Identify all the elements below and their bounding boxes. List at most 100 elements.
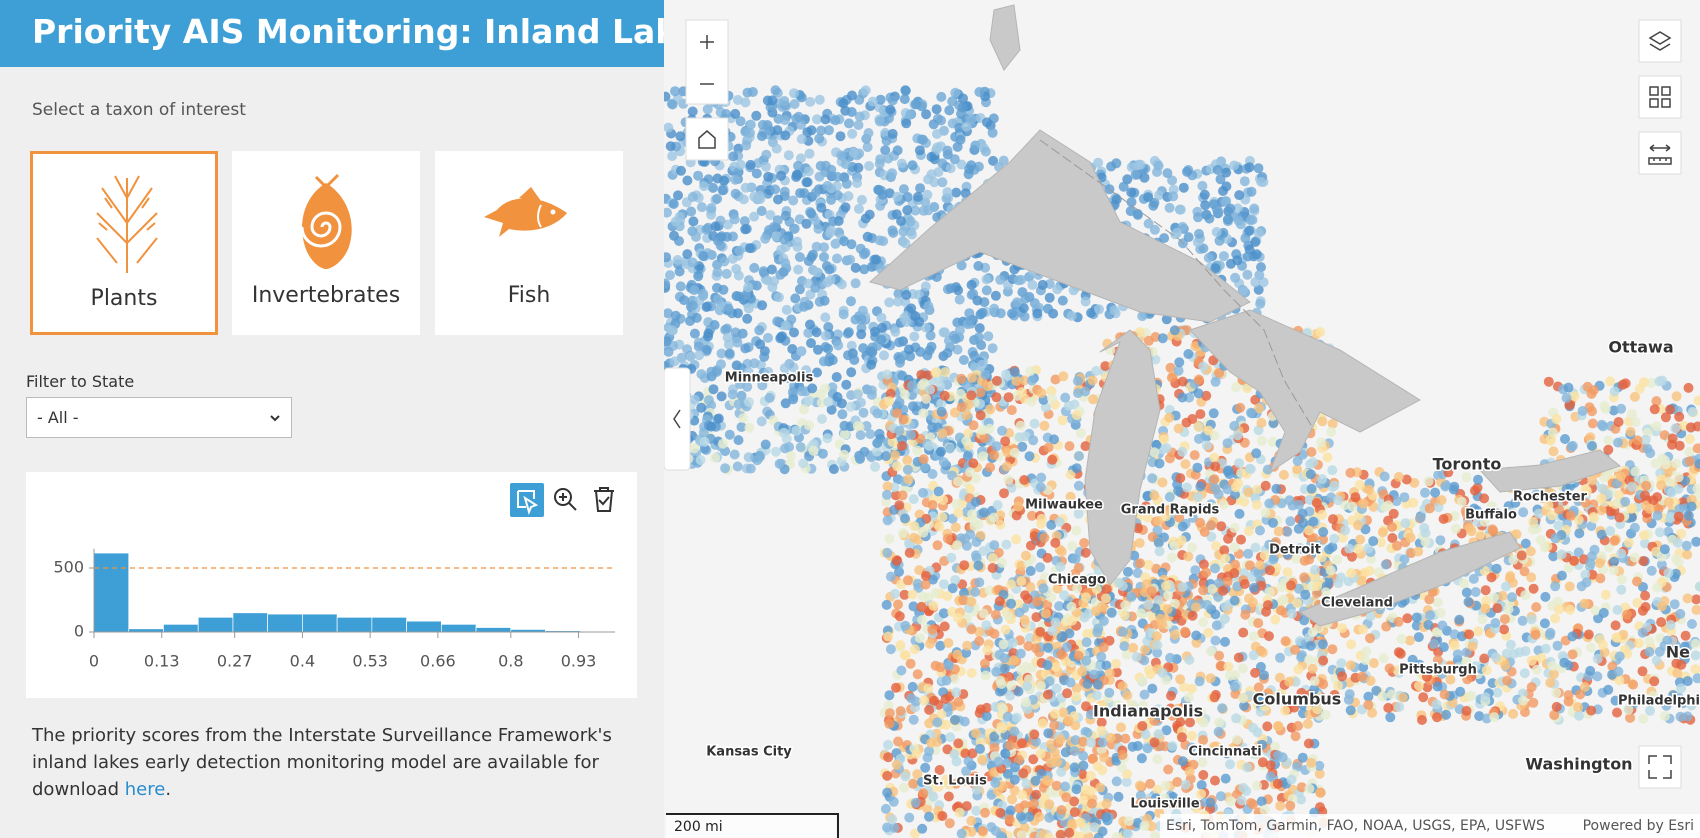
lake-point [846, 340, 857, 351]
lake-point [1096, 651, 1107, 662]
lake-point [920, 322, 931, 333]
lake-point [1091, 690, 1102, 701]
zoom-tool[interactable] [554, 488, 577, 511]
lake-point [973, 261, 984, 271]
lake-point [696, 369, 707, 380]
lake-point [1303, 738, 1314, 749]
lake-point [795, 442, 806, 453]
lake-point [832, 392, 843, 402]
lake-point [701, 302, 712, 312]
lake-point [882, 481, 893, 492]
lake-point [872, 408, 883, 419]
lake-point [1229, 160, 1240, 171]
lake-point [779, 186, 790, 197]
lake-point [670, 216, 681, 227]
lake-point [1111, 776, 1122, 787]
lake-point [1177, 732, 1187, 743]
lake-point [1184, 766, 1195, 777]
lake-point [722, 219, 733, 230]
clear-tool[interactable] [594, 487, 614, 512]
lake-point [1198, 585, 1209, 596]
lake-point [932, 540, 943, 551]
lake-point [945, 732, 956, 743]
lake-point [940, 694, 951, 704]
lake-point [823, 125, 834, 136]
lake-point [1244, 463, 1255, 474]
lake-point [956, 260, 967, 271]
lake-point [883, 153, 894, 164]
lake-point [794, 252, 805, 263]
lake-point [1225, 670, 1236, 681]
lake-point [721, 109, 732, 119]
lake-point [675, 131, 686, 142]
lake-point [990, 778, 1001, 788]
lake-point [909, 331, 920, 342]
lake-point [735, 116, 746, 127]
lake-point [1377, 527, 1388, 538]
lake-point [1032, 596, 1042, 607]
lake-point [795, 153, 806, 164]
lake-point [763, 366, 774, 377]
lake-point [712, 294, 723, 305]
lake-point [980, 807, 990, 818]
lake-point [927, 469, 938, 479]
lake-point [882, 787, 893, 798]
lake-point [956, 373, 967, 384]
lake-point [900, 650, 911, 660]
lake-point [1220, 601, 1231, 612]
taxon-label: Plants [90, 286, 158, 311]
lake-point [1218, 499, 1229, 510]
lake-point [796, 134, 807, 144]
lake-point [867, 96, 878, 107]
lake-point [858, 343, 869, 354]
lake-point [1243, 526, 1254, 536]
lake-point [730, 188, 741, 199]
lake-point [915, 183, 926, 194]
lake-point [1220, 636, 1230, 647]
taxon-card[interactable]: Plants [30, 151, 218, 335]
lake-point [929, 695, 940, 706]
lake-point [732, 337, 743, 348]
x-tick-label: 0.53 [352, 652, 388, 671]
lake-point [758, 266, 769, 277]
lake-point [1001, 369, 1011, 380]
state-select[interactable]: - All - [26, 397, 292, 438]
lake-point [1302, 718, 1313, 729]
lake-point [765, 210, 776, 220]
lake-point [952, 540, 963, 551]
lake-point [1070, 554, 1081, 564]
lake-point [1210, 461, 1221, 472]
taxon-card[interactable]: Invertebrates [232, 151, 420, 335]
lake-point [1164, 202, 1175, 213]
lake-point [1198, 770, 1209, 780]
lake-point [735, 159, 746, 170]
lake-point [1189, 450, 1200, 461]
lake-point [1080, 784, 1091, 795]
lake-point [975, 410, 986, 421]
lake-point [951, 499, 962, 510]
lake-point [1056, 766, 1067, 777]
lake-point [1143, 559, 1154, 570]
download-link[interactable]: here [124, 779, 166, 800]
lake-point [685, 351, 696, 362]
lake-point [1255, 560, 1266, 570]
lake-point [1473, 626, 1484, 637]
lake-point [716, 359, 726, 370]
lake-point [808, 445, 819, 456]
lake-points [664, 85, 1700, 838]
lake-point [1177, 582, 1188, 592]
lake-point [1039, 420, 1050, 431]
lake-point [1209, 452, 1220, 463]
taxon-card[interactable]: Fish [435, 151, 623, 335]
lake-point [1087, 798, 1097, 809]
lake-point [841, 379, 852, 390]
lake-point [1025, 582, 1036, 592]
lake-point [733, 435, 744, 446]
lake-point [926, 341, 937, 352]
lake-point [866, 385, 877, 396]
lake-point [952, 141, 963, 152]
lake-point [756, 375, 767, 386]
lake-point [1043, 442, 1054, 453]
lake-point [891, 682, 901, 693]
